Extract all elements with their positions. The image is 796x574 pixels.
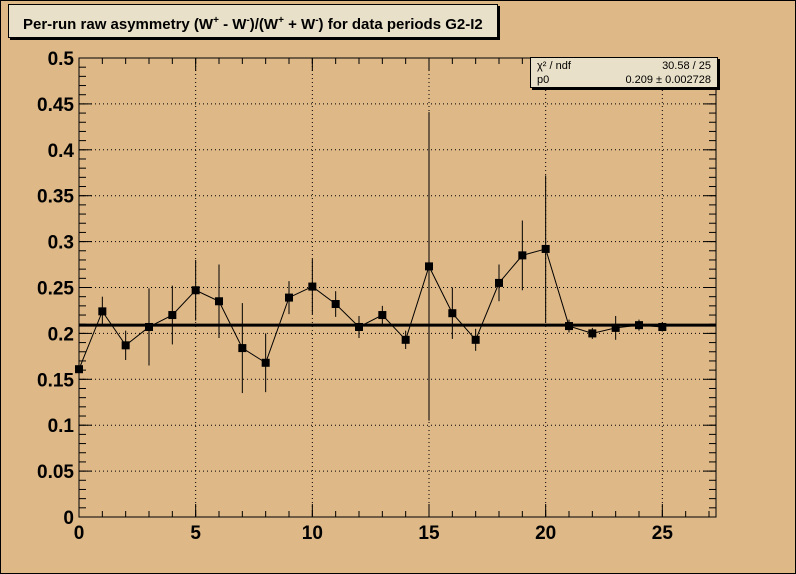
data-point-marker xyxy=(495,278,503,287)
y-tick-label: 0.05 xyxy=(37,462,74,483)
title-superscript: + xyxy=(213,15,219,26)
chart-title: Per-run raw asymmetry (W+ - W-)/(W+ + W-… xyxy=(8,4,498,38)
data-point-marker xyxy=(471,335,480,344)
data-point-marker xyxy=(401,335,410,344)
y-tick-label: 0.25 xyxy=(37,279,74,300)
plot-frame xyxy=(78,57,717,518)
title-superscript: - xyxy=(246,15,250,26)
data-point-marker xyxy=(611,323,620,332)
y-tick-label: 0.3 xyxy=(48,233,74,254)
data-point-marker xyxy=(145,322,153,331)
title-text: + W xyxy=(283,16,316,33)
title-text: )/(W xyxy=(249,16,279,33)
y-tick-label: 0.5 xyxy=(48,49,75,70)
x-tick-label: 5 xyxy=(190,523,201,544)
y-tick-label: 0 xyxy=(63,508,74,529)
title-text: - W xyxy=(218,16,247,33)
chi2-label: χ² / ndf xyxy=(537,60,571,72)
data-point-marker xyxy=(168,311,177,320)
data-point-marker xyxy=(425,262,433,271)
data-point-marker xyxy=(75,365,83,374)
title-superscript: - xyxy=(315,15,319,26)
y-tick-label: 0.35 xyxy=(37,187,74,208)
title-text: ) for data periods G2-I2 xyxy=(318,16,483,33)
data-point-marker xyxy=(285,293,293,302)
fit-stats-box: χ² / ndf 30.58 / 25 p0 0.209 ± 0.002728 xyxy=(530,57,718,88)
y-tick-label: 0.4 xyxy=(48,141,75,162)
y-tick-label: 0.15 xyxy=(37,370,74,391)
data-point-marker xyxy=(238,344,247,353)
data-point-marker xyxy=(541,244,550,253)
p0-label: p0 xyxy=(537,74,550,86)
y-tick-label: 0.45 xyxy=(37,95,74,116)
data-point-marker xyxy=(261,358,270,367)
chi2-value: 30.58 / 25 xyxy=(662,60,711,72)
y-tick-labels: 0 0.05 0.1 0.15 0.2 0.25 0.3 0.35 0.4 0.45 0.5 xyxy=(37,49,74,529)
x-tick-label: 10 xyxy=(302,523,323,544)
data-point-marker xyxy=(518,251,527,260)
p0-value: 0.209 ± 0.002728 xyxy=(625,74,711,86)
data-point-marker xyxy=(215,297,223,306)
data-point-marker xyxy=(98,307,107,316)
title-text: Per-run raw asymmetry (W xyxy=(23,16,214,33)
x-tick-labels: 0 5 10 15 20 25 xyxy=(74,523,674,544)
data-point-marker xyxy=(658,322,667,331)
p0-row: p0 0.209 ± 0.002728 xyxy=(537,73,711,87)
x-tick-label: 25 xyxy=(652,523,674,544)
x-tick-label: 0 xyxy=(74,523,85,544)
y-tick-label: 0.1 xyxy=(48,416,75,437)
data-point-marker xyxy=(331,300,340,309)
data-point-marker xyxy=(588,329,597,338)
data-point-marker xyxy=(355,322,363,331)
x-tick-label: 15 xyxy=(418,523,440,544)
data-point-marker xyxy=(308,282,317,291)
data-point-marker xyxy=(121,341,130,350)
title-superscript: + xyxy=(278,15,284,26)
data-point-marker xyxy=(191,286,200,295)
x-tick-label: 20 xyxy=(535,523,556,544)
series-line xyxy=(78,248,663,370)
y-tick-label: 0.2 xyxy=(48,324,74,345)
data-point-marker xyxy=(378,311,387,320)
chi2-row: χ² / ndf 30.58 / 25 xyxy=(537,59,711,73)
data-point-marker xyxy=(448,309,457,318)
